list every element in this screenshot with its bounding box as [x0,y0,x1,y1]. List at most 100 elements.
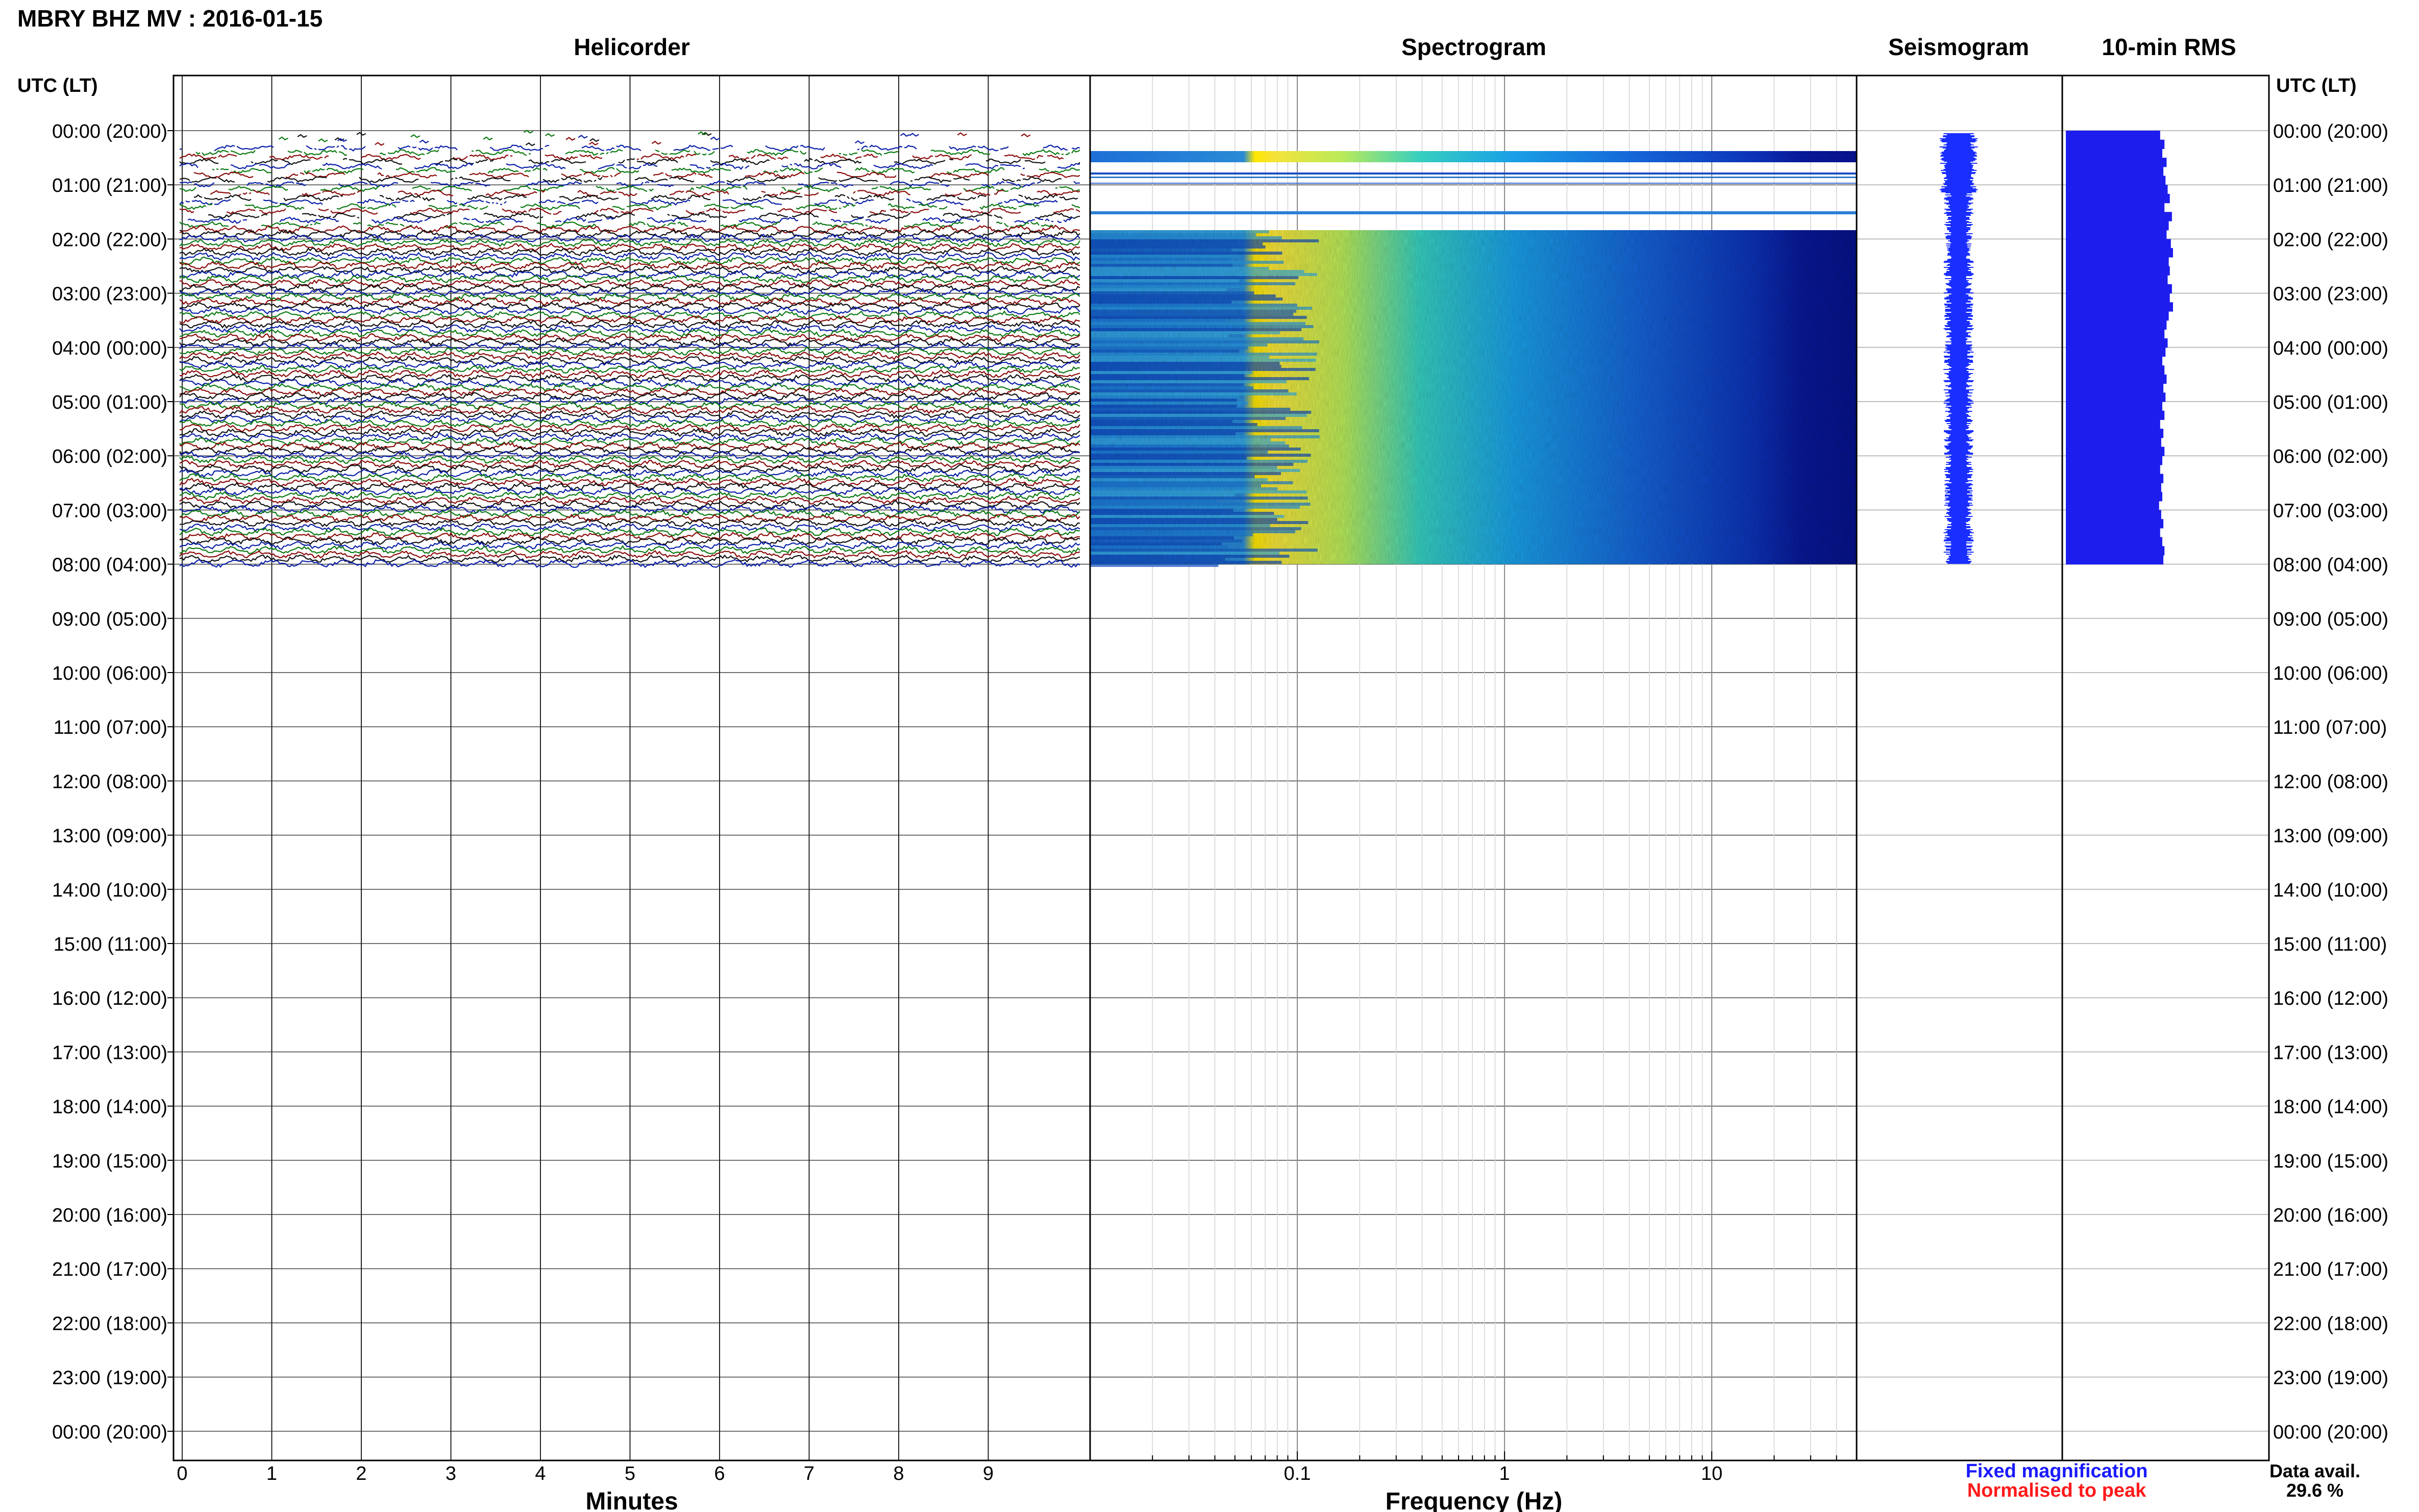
rms-bar [2066,158,2167,167]
time-label-left: 13:00 (09:00) [52,826,167,847]
rms-bar [2066,437,2161,448]
time-label-right: 23:00 (19:00) [2273,1368,2388,1389]
time-label-left: 08:00 (04:00) [52,555,167,576]
spectrogram-texture [1090,230,1857,564]
rms-bar [2066,392,2166,402]
rms-bar [2066,275,2168,285]
rms-bar [2066,257,2169,267]
trace-line [179,360,1080,370]
trace-fragment [278,136,288,141]
minute-tick-label: 5 [625,1463,635,1484]
time-label-right: 07:00 (03:00) [2273,500,2388,522]
time-label-left: 03:00 (23:00) [52,284,167,305]
trace-fragment [318,138,328,142]
axis-labels: 00:00 (20:00) 00:00 (20:00) 01:00 (21:00) 0… [52,121,2388,1484]
trace-line [179,491,1080,501]
rms-bar [2066,492,2162,502]
rms-bar [2066,546,2165,556]
trace-line [179,296,1080,306]
time-label-right: 01:00 (21:00) [2273,175,2388,196]
trace-line [179,455,1080,464]
time-label-left: 23:00 (19:00) [52,1368,167,1389]
rms-bar [2066,456,2162,465]
time-label-right: 15:00 (11:00) [2273,934,2387,955]
trace-line [179,382,1080,392]
trace-fragment [698,131,708,136]
trace-fragment [337,138,347,142]
trace-line [208,212,1080,219]
time-label-right: 00:00 (20:00) [2273,121,2388,142]
rms-bar [2066,365,2165,375]
trace-line [179,292,1080,302]
time-label-right: 19:00 (15:00) [2273,1151,2388,1172]
trace-line [179,559,1080,568]
seismogram-title: Seismogram [1888,34,2029,60]
trace-line [179,337,1080,347]
trace-line [179,459,1080,469]
trace-line [179,346,1080,356]
trace-line [179,536,1080,546]
rms-bar [2066,131,2160,140]
rms-bar [2066,483,2161,492]
trace-line [179,405,1080,415]
minute-tick-label: 9 [983,1463,994,1484]
rms-bar [2066,537,2162,547]
trace-line [179,333,1080,342]
trace-line [179,324,1080,334]
rms-bar [2066,429,2164,438]
rms-bar [2066,474,2164,483]
spectrogram-thin-line [1090,183,1857,184]
trace-line [193,194,1078,202]
trace-line [179,153,1064,161]
spectrogram-thin-line [1090,211,1857,214]
trace-line [179,518,1080,528]
time-label-right: 16:00 (12:00) [2273,988,2388,1009]
spectrogram-xlabel: Frequency (Hz) [1386,1488,1563,1512]
time-label-right: 14:00 (10:00) [2273,880,2388,901]
trace-fragment [909,133,919,137]
time-label-left: 01:00 (21:00) [52,175,167,196]
rms-bar [2066,176,2166,185]
trace-fragment [375,142,385,146]
time-label-left: 15:00 (11:00) [54,934,167,955]
rms-bar [2066,374,2167,384]
time-label-left: 11:00 (07:00) [54,717,167,738]
spectrogram-thin-line [1090,177,1857,178]
trace-line [179,477,1080,487]
rms-bar [2066,464,2160,475]
trace-line [179,279,1080,288]
rms-bar [2066,501,2159,510]
trace-fragment [356,132,366,136]
trace-fragment [900,133,910,137]
trace-fragment [419,139,429,144]
rms-bar [2066,320,2167,330]
rms-bar [2066,221,2169,231]
time-axis-label-right: UTC (LT) [2276,75,2357,96]
rms-bar [2066,410,2165,420]
rms-bar [2066,356,2162,366]
helicorder-title: Helicorder [574,34,690,60]
minute-tick-label: 8 [893,1463,904,1484]
minute-tick-label: 7 [804,1463,814,1484]
rms-bar [2066,402,2162,411]
rms-bar [2066,419,2160,429]
time-label-right: 22:00 (18:00) [2273,1313,2388,1334]
minute-tick-label: 1 [266,1463,277,1484]
rms-frame [2061,75,2270,1461]
trace-line [179,199,1058,206]
trace-line [179,238,1080,247]
chart-title: MBRY BHZ MV : 2016-01-15 [17,5,323,32]
rms-bar [2066,239,2171,249]
rms-bars [2066,131,2173,565]
seismogram-trace-line [1939,133,1978,564]
trace-line [179,410,1080,419]
trace-line [179,401,1080,410]
time-label-left: 06:00 (02:00) [52,446,167,467]
trace-fragment [523,130,533,134]
time-label-right: 11:00 (07:00) [2273,717,2387,738]
time-label-left: 00:00 (20:00) [52,121,167,142]
trace-line [179,274,1080,284]
trace-line [179,319,1080,329]
rms-bar [2066,193,2170,204]
